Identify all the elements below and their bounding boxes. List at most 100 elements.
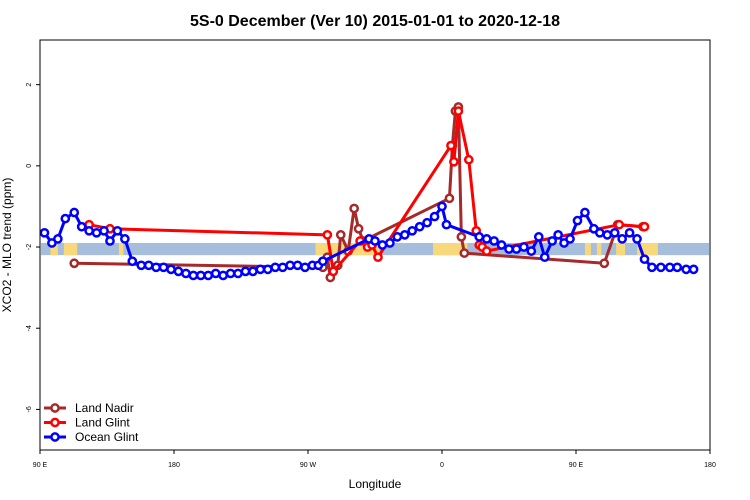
x-tick-label: 180 (168, 462, 180, 469)
series-line-segment (361, 196, 451, 243)
data-point (681, 264, 692, 275)
x-axis: 90 E 180 90 W 0 90 E 180 (33, 450, 716, 469)
data-point (377, 240, 388, 250)
data-point (69, 258, 80, 269)
data-point (300, 262, 310, 273)
series-line-segment (321, 237, 371, 263)
legend-marker (50, 403, 60, 413)
series-line-segment (456, 105, 463, 239)
data-point (120, 234, 130, 244)
data-point (270, 262, 281, 273)
data-point (526, 246, 537, 256)
data-point (127, 256, 138, 267)
data-point (84, 225, 94, 236)
data-point (76, 221, 87, 232)
data-point (225, 268, 236, 279)
data-point (437, 201, 447, 212)
x-tick-label: 90 E (569, 462, 584, 469)
series-line-segment (456, 109, 471, 162)
data-point (463, 154, 474, 165)
legend-label: Land Glint (75, 416, 130, 430)
data-point (53, 234, 63, 244)
data-point (572, 215, 583, 226)
data-point (449, 156, 459, 167)
data-point (672, 262, 683, 273)
data-point (328, 266, 339, 277)
legend-label: Ocean Glint (75, 430, 139, 444)
data-point (489, 236, 499, 246)
data-point (446, 140, 456, 151)
legend-item-land-glint: Land Glint (44, 416, 130, 430)
data-point (248, 266, 258, 277)
data-point (99, 225, 109, 236)
series-line-segment (467, 158, 478, 233)
data-point (262, 264, 273, 275)
legend-item-ocean-glint: Ocean Glint (44, 430, 139, 444)
y-axis-label: XCO2 - MLO trend (ppm) (0, 178, 14, 313)
series-line-segment (336, 233, 343, 267)
series-line-segment (450, 109, 457, 148)
data-point (233, 268, 243, 279)
data-point (599, 258, 610, 269)
data-point (441, 219, 452, 230)
land-band-segment (118, 242, 124, 256)
data-point (373, 252, 383, 263)
data-point (456, 232, 467, 242)
land-band-segment (433, 242, 468, 256)
data-point (181, 268, 191, 279)
data-point (285, 260, 295, 271)
data-point (240, 266, 251, 277)
data-point (580, 207, 590, 218)
data-point (422, 217, 432, 228)
data-point (166, 264, 176, 275)
data-point (496, 240, 507, 250)
data-point (218, 270, 228, 281)
land-band-segment (584, 242, 591, 256)
data-point (69, 207, 80, 218)
y-tick-label: -2 (26, 244, 33, 250)
data-point (195, 270, 206, 281)
data-point (594, 227, 605, 238)
data-point (318, 256, 328, 267)
legend-item-land-nadir: Land Nadir (44, 401, 134, 415)
data-point (547, 236, 558, 246)
series-line-segment (108, 227, 329, 237)
data-point (151, 262, 161, 273)
data-point (353, 223, 364, 234)
data-point (385, 238, 395, 248)
data-point (173, 266, 184, 277)
data-point (158, 262, 169, 273)
data-point (533, 232, 544, 242)
chart-title: 5S-0 December (Ver 10) 2015-01-01 to 202… (190, 13, 560, 30)
data-point (60, 213, 71, 224)
data-point (188, 270, 199, 281)
data-point (617, 234, 628, 244)
land-band-segment (616, 242, 626, 256)
data-point (647, 262, 657, 273)
data-point (519, 242, 529, 252)
series-line-segment (325, 233, 335, 273)
x-axis-label: Longitude (349, 477, 402, 491)
x-tick-label: 180 (704, 462, 716, 469)
data-point (39, 227, 50, 238)
x-tick-label: 0 (440, 462, 444, 469)
data-point (414, 221, 425, 232)
data-point (444, 193, 455, 204)
data-point (474, 232, 485, 242)
data-point (565, 234, 575, 244)
data-point (112, 225, 123, 236)
series-line-segment (346, 206, 356, 253)
y-axis: 2 0 -2 -4 -6 (26, 83, 40, 413)
data-point (664, 262, 675, 273)
data-point (277, 262, 288, 273)
data-point (639, 221, 650, 232)
series-line-segment (444, 223, 481, 239)
data-point (602, 230, 613, 240)
data-point (639, 254, 650, 265)
data-point (459, 248, 470, 258)
y-tick-label: 2 (26, 83, 33, 87)
data-point (335, 230, 346, 240)
data-point (609, 227, 620, 238)
data-point (453, 106, 464, 116)
